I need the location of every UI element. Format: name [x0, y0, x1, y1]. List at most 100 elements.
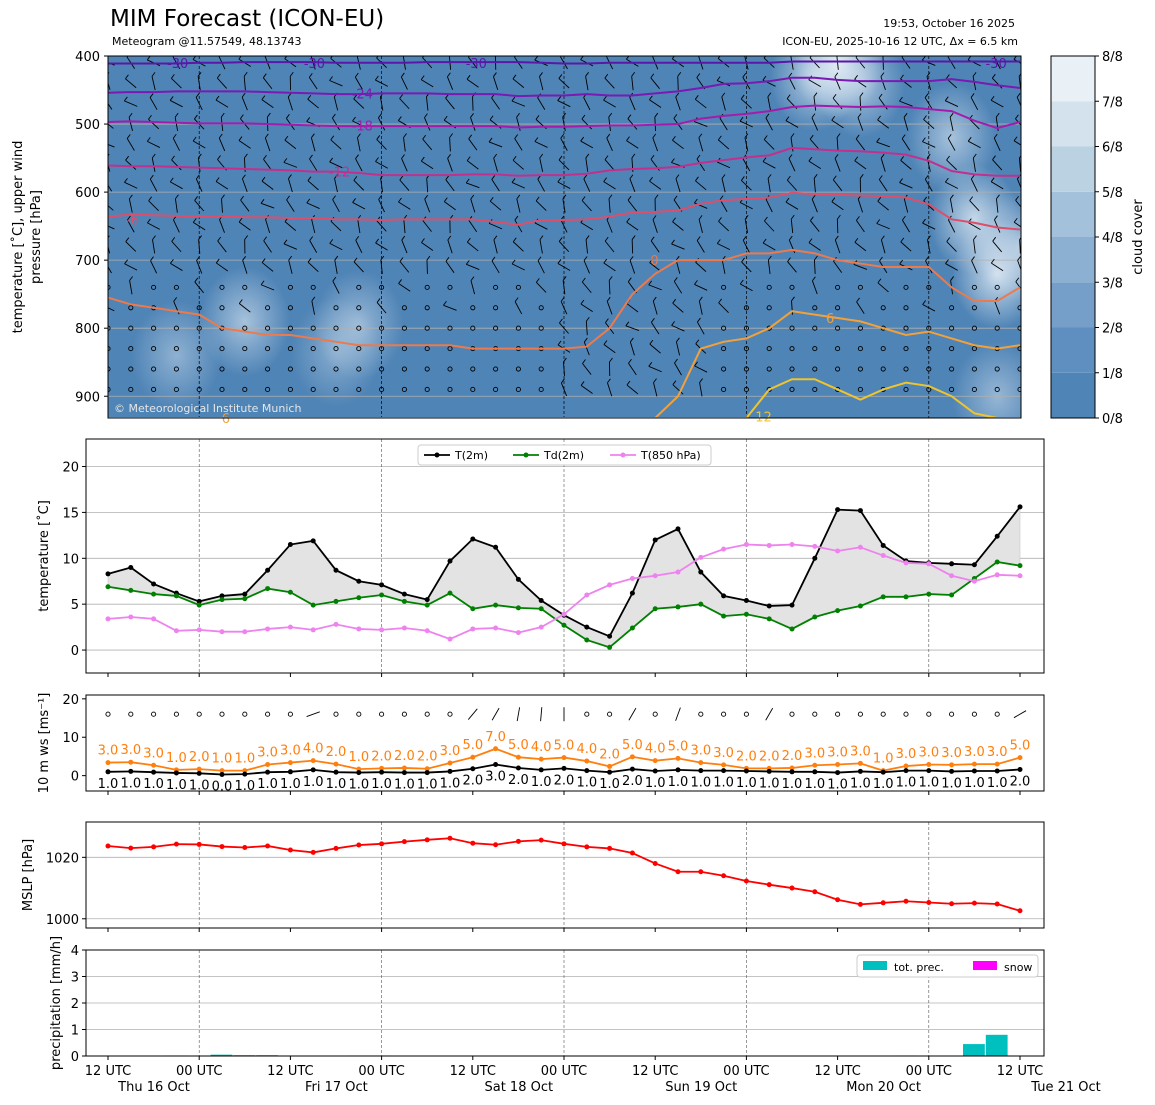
wind-barb-flag	[376, 135, 381, 140]
legend-entry: tot. prec.	[894, 961, 944, 974]
wind-barb	[491, 97, 500, 110]
temperature-point	[196, 627, 202, 633]
wind-barb-flag	[603, 258, 608, 264]
wind-barb	[606, 219, 613, 233]
wind-barb	[675, 178, 681, 193]
mslp-point	[652, 860, 658, 866]
wind-barb	[765, 707, 774, 721]
wind-speed-point	[128, 759, 134, 765]
mslp-point	[105, 843, 111, 849]
wind-barb-flag	[585, 153, 590, 159]
wind-barb-flag	[581, 277, 586, 283]
wind-barb	[537, 178, 545, 192]
wind-barb-flag	[539, 235, 544, 240]
wind-barb-flag	[876, 137, 880, 143]
time-tick-label: 00 UTC	[723, 1064, 769, 1079]
wind-barb	[899, 182, 913, 189]
calm-circle	[835, 711, 841, 717]
wind-speed-point	[812, 769, 818, 775]
wind-barb-flag	[420, 156, 425, 162]
wind-barb-flag	[608, 194, 613, 200]
wind-barb	[242, 260, 248, 274]
wind-barb-flag	[762, 238, 767, 244]
mean-wind-value-label: 1.0	[645, 776, 666, 791]
wind-barb	[514, 138, 523, 151]
ylabel-group: precipitation [mm/h]	[49, 936, 64, 1070]
wind-barb-flag	[375, 238, 379, 244]
isotherm-line	[108, 104, 1021, 130]
calm-circle	[880, 366, 886, 372]
wind-barb	[243, 76, 246, 91]
wind-barb-flag	[535, 196, 540, 202]
wind-barb-flag	[558, 237, 563, 242]
mean-wind-value-label: 2.0	[554, 773, 575, 788]
y-tick-label: 900	[75, 390, 100, 405]
calm-circle	[857, 386, 863, 392]
calm-circle	[493, 366, 499, 372]
isotherm-label: -24	[352, 87, 373, 102]
calm-circle	[812, 711, 818, 717]
wind-barb	[854, 160, 867, 170]
precip-legend-box	[856, 954, 1039, 978]
wind-barb	[562, 362, 566, 377]
wind-barb	[674, 362, 682, 376]
wind-speed-point	[903, 768, 909, 774]
mean-wind-value-label: 1.0	[143, 777, 164, 792]
mslp-point	[333, 845, 339, 851]
wind-barb	[421, 242, 434, 251]
wind-barb	[993, 137, 1001, 151]
wind-barb	[512, 159, 524, 170]
colorbar-tick-label: 5/8	[1102, 186, 1123, 201]
wind-barb-flag	[810, 216, 814, 221]
wind-barb	[309, 240, 318, 253]
wind-barb-flag	[698, 215, 703, 220]
wind-barb-flag	[445, 256, 450, 262]
cloud-patch	[131, 300, 222, 411]
calm-circle	[310, 346, 316, 352]
mean-wind-value-label: 1.0	[371, 777, 392, 792]
temperature-point	[629, 575, 635, 581]
wind-barb-flag	[900, 74, 904, 80]
wind-barb-flag	[102, 219, 105, 223]
calm-circle	[493, 386, 499, 392]
wind-barb-flag	[994, 215, 998, 220]
wind-barb-flag	[854, 156, 859, 162]
calm-circle	[356, 325, 362, 331]
calm-circle	[265, 325, 271, 331]
mslp-panel-bg	[86, 822, 1044, 928]
wind-barb-flag	[238, 136, 243, 141]
wind-barb-flag	[466, 74, 471, 80]
temperature-point	[265, 626, 271, 632]
wind-barb	[558, 159, 570, 171]
y-tick-label: 400	[75, 50, 100, 65]
wind-barb	[831, 201, 844, 211]
wind-speed-point	[857, 768, 863, 774]
temperature-point	[743, 611, 749, 617]
wind-barb-flag	[603, 340, 608, 345]
wind-barb	[329, 242, 343, 251]
temperature-point	[173, 628, 179, 634]
gust-value-label: 2.0	[326, 745, 347, 760]
wind-barb-flag	[493, 235, 498, 241]
mean-wind-value-label: 1.0	[348, 778, 369, 793]
colorbar-segment	[1051, 56, 1095, 102]
wind-barb	[1018, 157, 1021, 172]
wind-barb-flag	[698, 133, 703, 139]
wind-barb	[536, 282, 547, 293]
wind-barb-flag	[674, 358, 678, 364]
wind-barb-flag	[108, 153, 110, 157]
wind-barb	[238, 140, 251, 149]
wind-barb	[511, 182, 525, 189]
calm-circle	[515, 284, 521, 290]
wind-barb-flag	[877, 115, 881, 121]
wind-barb-flag	[606, 296, 611, 302]
calm-circle	[447, 284, 453, 290]
calm-circle	[721, 386, 727, 392]
wind-barb	[924, 179, 933, 192]
wind-barb-flag	[173, 297, 178, 302]
calm-circle	[379, 386, 385, 392]
calm-circle	[538, 305, 544, 311]
wind-barb	[945, 181, 959, 189]
temperature-point	[105, 616, 111, 622]
calm-circle	[310, 325, 316, 331]
